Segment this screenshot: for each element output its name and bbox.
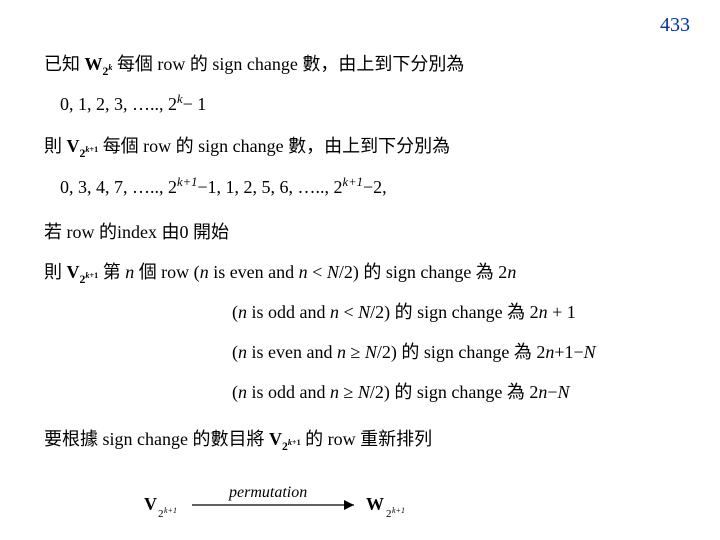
var-n: n xyxy=(238,302,247,322)
text: is odd and xyxy=(247,302,330,322)
page: 433 已知 W2k 每個 row 的 sign change 數，由上到下分別… xyxy=(0,0,720,540)
var-N: N xyxy=(327,262,339,282)
symbol-W2k: W2k xyxy=(85,54,113,74)
var-N: N xyxy=(358,302,370,322)
var-n: n xyxy=(238,342,247,362)
var-n: n xyxy=(330,302,339,322)
svg-text:k+1: k+1 xyxy=(164,506,177,515)
text: /2) 的 sign change 為 2 xyxy=(377,342,545,362)
symbol-V2k1: V2k+1 xyxy=(67,136,99,156)
text: 的 row 重新排列 xyxy=(305,429,432,449)
text: 則 xyxy=(44,136,67,156)
text: < xyxy=(339,302,358,322)
text: is even and xyxy=(209,262,299,282)
text: 已知 xyxy=(44,54,85,74)
var-n: n xyxy=(545,342,554,362)
text: − 1 xyxy=(183,94,207,114)
text: −1, 1, 2, 5, 6, ….., 2 xyxy=(197,177,342,197)
text: is even and xyxy=(247,342,337,362)
line-9: (n is odd and n ≥ N/2) 的 sign change 為 2… xyxy=(232,378,690,404)
var-n: n xyxy=(299,262,308,282)
page-number: 433 xyxy=(660,14,690,37)
text: −2, xyxy=(363,177,387,197)
line-8: (n is even and n ≥ N/2) 的 sign change 為 … xyxy=(232,338,690,364)
svg-text:V: V xyxy=(144,494,157,514)
line-7: (n is odd and n < N/2) 的 sign change 為 2… xyxy=(232,298,690,324)
line-1: 已知 W2k 每個 row 的 sign change 數，由上到下分別為 xyxy=(44,50,690,78)
text: 個 row ( xyxy=(134,262,200,282)
permutation-diagram: V 2 k+1 permutation W 2 k+1 xyxy=(144,475,464,530)
symbol-V2k1: V2k+1 xyxy=(269,429,301,449)
line-4: 0, 3, 4, 7, ….., 2k+1−1, 1, 2, 5, 6, …..… xyxy=(60,175,690,198)
text: /2) 的 sign change 為 2 xyxy=(370,382,538,402)
var-N: N xyxy=(358,382,370,402)
svg-text:k+1: k+1 xyxy=(392,506,405,515)
text: + 1 xyxy=(548,302,576,322)
var-n: n xyxy=(507,262,516,282)
var-n: n xyxy=(539,302,548,322)
text: < xyxy=(308,262,327,282)
line-10: 要根據 sign change 的數目將 V2k+1 的 row 重新排列 xyxy=(44,425,690,453)
diagram-label: permutation xyxy=(228,484,307,501)
exp-k1: k+1 xyxy=(177,175,197,189)
svg-text:2: 2 xyxy=(158,508,164,520)
line-3: 則 V2k+1 每個 row 的 sign change 數，由上到下分別為 xyxy=(44,132,690,160)
text: 每個 row 的 sign change 數，由上到下分別為 xyxy=(117,54,464,74)
text: 第 xyxy=(103,262,126,282)
var-N: N xyxy=(584,342,596,362)
text: +1− xyxy=(554,342,583,362)
text: 每個 row 的 sign change 數，由上到下分別為 xyxy=(103,136,450,156)
text: 要根據 sign change 的數目將 xyxy=(44,429,269,449)
symbol-V2k1: V2k+1 xyxy=(67,262,99,282)
text: ≥ xyxy=(339,382,358,402)
text: − xyxy=(547,382,557,402)
arrow-diagram-svg: V 2 k+1 permutation W 2 k+1 xyxy=(144,475,464,530)
var-N: N xyxy=(365,342,377,362)
svg-text:W: W xyxy=(366,494,384,514)
text: ≥ xyxy=(346,342,365,362)
line-5: 若 row 的index 由0 開始 xyxy=(44,218,690,244)
var-n: n xyxy=(330,382,339,402)
svg-text:2: 2 xyxy=(386,508,392,520)
line-6: 則 V2k+1 第 n 個 row (n is even and n < N/2… xyxy=(44,258,690,286)
var-n: n xyxy=(337,342,346,362)
text: 0, 3, 4, 7, ….., 2 xyxy=(60,177,177,197)
text: is odd and xyxy=(247,382,330,402)
text: 則 xyxy=(44,262,67,282)
text: /2) 的 sign change 為 2 xyxy=(339,262,507,282)
var-n: n xyxy=(125,262,134,282)
var-n: n xyxy=(200,262,209,282)
exp-k2: k+1 xyxy=(343,175,363,189)
text: /2) 的 sign change 為 2 xyxy=(370,302,538,322)
text: 0, 1, 2, 3, ….., 2 xyxy=(60,94,177,114)
line-2: 0, 1, 2, 3, ….., 2k− 1 xyxy=(60,92,690,115)
var-n: n xyxy=(238,382,247,402)
var-N: N xyxy=(558,382,570,402)
